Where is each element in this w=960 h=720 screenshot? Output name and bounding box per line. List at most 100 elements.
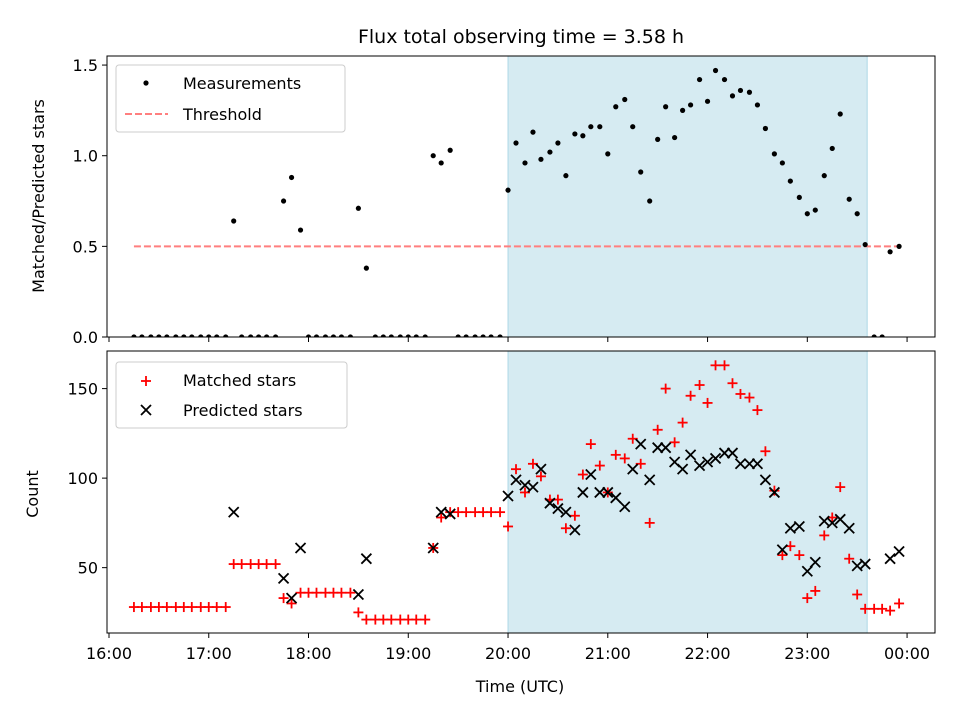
x-tick-label: 18:00 <box>285 644 331 663</box>
predicted-stars-point-b <box>884 553 896 565</box>
matched-stars-point <box>511 464 522 475</box>
matched-stars-point <box>760 446 771 457</box>
top-axes-frame <box>106 55 936 338</box>
measurement-point <box>746 89 753 95</box>
measurement-point <box>871 334 877 337</box>
predicted-stars-point-b <box>228 506 240 518</box>
legend-threshold-label: Threshold <box>182 105 262 124</box>
predicted-stars-point <box>776 544 789 556</box>
predicted-stars-point-b <box>527 481 539 493</box>
predicted-stars-point-b <box>602 486 614 499</box>
matched-stars-point <box>585 439 596 450</box>
measurement-point <box>804 211 810 217</box>
x-tick-label: 23:00 <box>784 644 830 663</box>
x-tick-label: 20:00 <box>485 644 531 663</box>
top-y-axis-label: Matched/Predicted stars <box>29 99 48 293</box>
predicted-stars-point-b <box>751 458 764 470</box>
predicted-stars-point-b <box>577 486 589 499</box>
measurement-point <box>497 334 503 337</box>
measurement-point <box>704 98 711 104</box>
predicted-stars-point-b <box>793 520 805 533</box>
predicted-stars-point-b <box>569 524 581 536</box>
measurement-point <box>896 243 902 249</box>
matched-stars-point <box>560 523 571 534</box>
matched-stars-point <box>852 589 863 600</box>
measurement-point <box>647 198 653 204</box>
matched-stars-point <box>594 460 605 471</box>
bottom-panel: 16:00 17:00 18:00 19:00 20:00 21:00 22:00 23:00… <box>67 350 936 663</box>
measurement-point <box>613 104 619 110</box>
predicted-stars-point <box>759 474 772 486</box>
predicted-stars-point <box>660 442 672 454</box>
predicted-stars-point-b <box>644 474 656 486</box>
measurement-point <box>363 265 369 271</box>
predicted-stars-point <box>644 474 656 486</box>
measurement-point <box>297 227 304 233</box>
top-legend-box <box>115 64 346 133</box>
measurement-point <box>696 76 703 83</box>
predicted-stars-point <box>544 497 556 509</box>
measurement-point <box>214 334 220 337</box>
predicted-stars-point <box>826 517 838 529</box>
measurement-point <box>563 173 569 179</box>
measurement-point <box>538 156 544 162</box>
matched-stars-point <box>161 602 172 613</box>
matched-stars-point <box>877 603 888 614</box>
measurement-point <box>131 334 137 337</box>
top-y-tick-label: 1.5 <box>73 56 98 75</box>
measurement-point <box>472 334 478 337</box>
matched-stars-point <box>535 471 546 482</box>
predicted-stars-point-b <box>560 506 572 518</box>
measurement-point <box>812 207 818 213</box>
measurement-point <box>862 241 868 248</box>
predicted-stars-point-b <box>360 553 373 565</box>
bottom-y-axis-label: Count <box>23 470 42 518</box>
predicted-stars-point <box>743 458 756 470</box>
predicted-stars-point <box>427 542 439 554</box>
matched-stars-point <box>461 507 472 518</box>
top-y-tick-label: 0.0 <box>73 328 98 347</box>
predicted-stars-point-b <box>859 558 871 570</box>
measurement-point <box>447 147 453 153</box>
legend-predicted-label: Predicted stars <box>183 401 303 420</box>
measurement-point <box>413 334 419 337</box>
measurement-point <box>156 334 162 337</box>
figure-title: Flux total observing time = 3.58 h <box>358 26 684 48</box>
predicted-stars-point <box>684 449 697 461</box>
measurement-point <box>189 334 195 337</box>
measurement-point <box>347 334 354 337</box>
x-tick-label: 17:00 <box>186 644 232 663</box>
matched-stars-point <box>752 405 763 416</box>
measurement-point <box>672 134 678 141</box>
matched-stars-point <box>794 550 805 561</box>
x-tick-label: 22:00 <box>684 644 730 663</box>
predicted-stars-point-b <box>776 544 789 556</box>
predicted-stars-point <box>585 468 597 481</box>
predicted-stars-point <box>709 452 722 465</box>
predicted-stars-point <box>843 522 855 534</box>
predicted-stars-point <box>435 506 447 518</box>
predicted-stars-point <box>535 463 547 475</box>
predicted-stars-point <box>510 474 522 486</box>
predicted-stars-point-b <box>801 565 813 577</box>
predicted-stars-point-b <box>768 486 781 499</box>
matched-stars-point <box>211 602 222 613</box>
legend-matched-marker <box>141 376 151 386</box>
matched-stars-point <box>577 469 588 480</box>
measurement-point <box>555 140 561 146</box>
measurement-point <box>164 334 170 337</box>
matched-stars-point <box>894 598 905 609</box>
measurement-point <box>530 129 536 135</box>
measurement-point <box>829 145 835 152</box>
matched-stars-point <box>519 487 530 498</box>
predicted-stars-point <box>444 508 456 520</box>
predicted-stars-point <box>834 513 846 525</box>
measurement-point <box>272 334 279 337</box>
matched-stars-point <box>819 530 830 541</box>
measurement-point <box>729 93 736 99</box>
predicted-stars-point <box>784 522 796 534</box>
measurement-point <box>480 334 486 337</box>
bottom-axes-frame <box>106 350 936 634</box>
x-tick-label: 00:00 <box>884 644 930 663</box>
measurement-point <box>248 334 254 337</box>
